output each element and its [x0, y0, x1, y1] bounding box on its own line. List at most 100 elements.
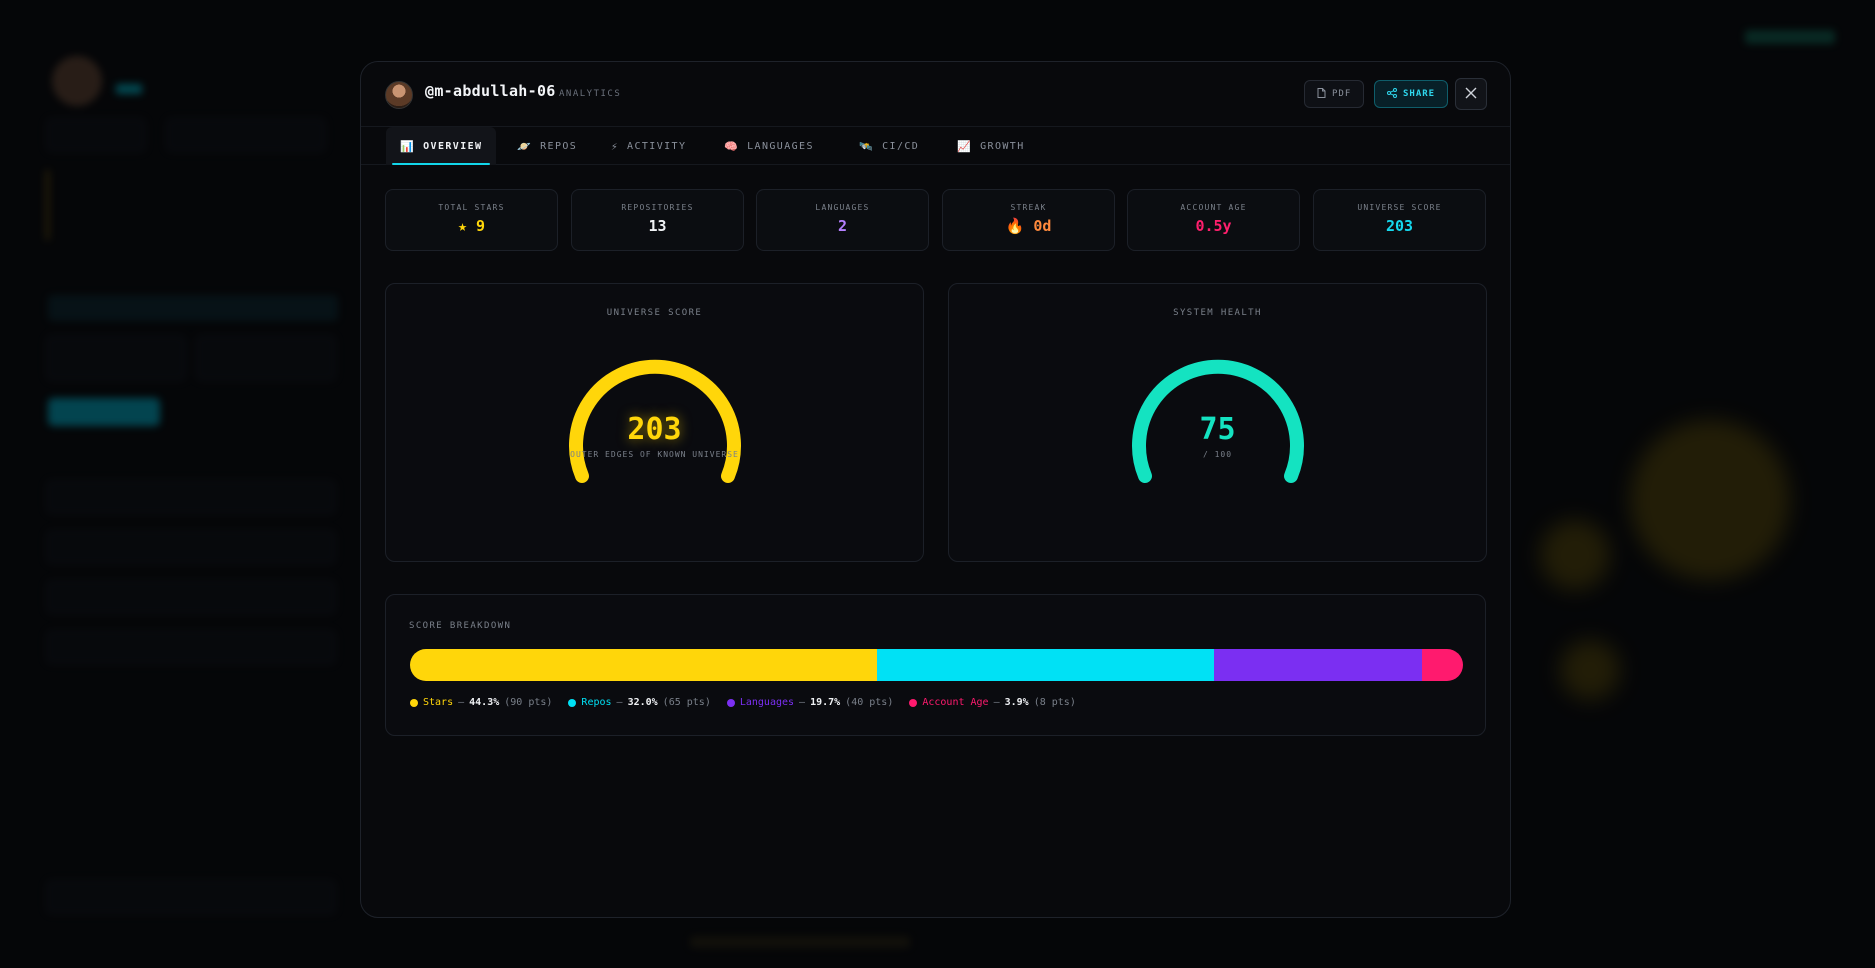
- breakdown-bar: [410, 649, 1463, 681]
- legend-name: Stars: [423, 697, 454, 708]
- tab-overview[interactable]: 📊 OVERVIEW: [386, 127, 497, 165]
- legend-dot: [410, 698, 418, 707]
- stat-value: 13: [648, 217, 667, 235]
- legend-points: (90 pts): [504, 697, 553, 708]
- stat-value: 203: [1385, 217, 1414, 235]
- tab-label: CI/CD: [882, 140, 920, 152]
- system-health-panel: SYSTEM HEALTH 75 / 100: [948, 283, 1487, 562]
- background-block: [46, 118, 146, 152]
- breakdown-segment-languages: [1214, 649, 1422, 681]
- stat-total-stars: TOTAL STARS ★ 9: [385, 189, 558, 251]
- legend-dot: [568, 698, 577, 707]
- tab-growth[interactable]: 📈 GROWTH: [943, 127, 1039, 165]
- legend-points: (8 pts): [1033, 697, 1076, 708]
- background-block: [46, 580, 336, 614]
- satellite-icon: 🛰️: [859, 139, 875, 153]
- tab-repos[interactable]: 🪐 REPOS: [503, 127, 591, 165]
- tab-label: ACTIVITY: [627, 140, 687, 152]
- stat-label: ACCOUNT AGE: [1180, 203, 1247, 212]
- stat-languages: LANGUAGES 2: [756, 189, 929, 251]
- brain-icon: 🧠: [724, 139, 740, 153]
- background-block: [46, 530, 336, 564]
- stat-account-age: ACCOUNT AGE 0.5y: [1127, 189, 1300, 251]
- close-icon: [1465, 85, 1477, 103]
- tab-bar: 📊 OVERVIEW 🪐 REPOS ⚡ ACTIVITY 🧠 LANGUAGE…: [361, 127, 1510, 165]
- lightning-icon: ⚡: [611, 139, 620, 153]
- pdf-button-label: PDF: [1332, 89, 1352, 99]
- background-quote: [46, 170, 336, 240]
- stat-value: 🔥 0d: [1005, 217, 1052, 235]
- breakdown-segment-repos: [876, 649, 1215, 681]
- universe-score-panel: UNIVERSE SCORE 203 OUTER EDGES OF KNOWN …: [385, 283, 924, 562]
- tab-label: GROWTH: [980, 140, 1025, 152]
- legend-item-repos: Repos — 32.0% (65 pts): [568, 697, 711, 708]
- background-block: [166, 118, 326, 152]
- document-icon: [1317, 87, 1326, 101]
- tab-cicd[interactable]: 🛰️ CI/CD: [845, 127, 933, 165]
- planet-icon: 🪐: [517, 139, 533, 153]
- legend-name: Repos: [581, 697, 612, 708]
- legend-item-languages: Languages — 19.7% (40 pts): [726, 697, 894, 708]
- legend-dot: [909, 698, 918, 707]
- legend-percent: 44.3%: [469, 697, 500, 708]
- legend-item-stars: Stars — 44.3% (90 pts): [410, 697, 552, 708]
- legend-dot: [726, 698, 735, 707]
- share-button[interactable]: SHARE: [1374, 80, 1449, 108]
- profile-handle: @m-abdullah-06: [425, 82, 556, 100]
- legend-points: (40 pts): [845, 697, 894, 708]
- universe-score-subtitle: OUTER EDGES OF KNOWN UNIVERSE: [570, 450, 739, 459]
- breakdown-segment-account-age: [1421, 649, 1463, 681]
- legend-percent: 3.9%: [1004, 697, 1029, 708]
- legend-dash: —: [616, 697, 623, 708]
- stat-repositories: REPOSITORIES 13: [571, 189, 744, 251]
- breakdown-segment-stars: [410, 649, 877, 681]
- legend-dash: —: [458, 697, 465, 708]
- background-avatar: [52, 56, 102, 106]
- stat-streak: STREAK 🔥 0d: [942, 189, 1115, 251]
- tab-languages[interactable]: 🧠 LANGUAGES: [710, 127, 828, 165]
- background-block: [46, 630, 336, 664]
- stat-label: TOTAL STARS: [438, 203, 505, 212]
- background-planet: [1540, 520, 1610, 590]
- tab-activity[interactable]: ⚡ ACTIVITY: [597, 127, 700, 165]
- modal-header: @m-abdullah-06 ANALYTICS PDF SHARE: [361, 62, 1510, 127]
- trend-up-icon: 📈: [957, 139, 973, 153]
- share-button-label: SHARE: [1403, 89, 1436, 99]
- background-tag: [116, 84, 142, 94]
- system-health-value: 75: [1199, 412, 1236, 447]
- legend-item-account-age: Account Age — 3.9% (8 pts): [909, 697, 1076, 708]
- close-button[interactable]: [1455, 78, 1487, 110]
- background-bar: [48, 295, 338, 321]
- background-block: [46, 335, 186, 381]
- stat-value: 0.5y: [1195, 217, 1232, 235]
- background-sidebar: [30, 40, 340, 940]
- breakdown-title: SCORE BREAKDOWN: [409, 621, 512, 631]
- universe-score-gauge: [569, 359, 741, 483]
- background-planet: [1630, 420, 1790, 580]
- system-health-subtitle: / 100: [1202, 450, 1233, 459]
- analytics-modal: @m-abdullah-06 ANALYTICS PDF SHARE 📊 OVE…: [360, 61, 1511, 918]
- tab-label: LANGUAGES: [747, 140, 814, 152]
- legend-dash: —: [993, 697, 1000, 708]
- panel-title: SYSTEM HEALTH: [1173, 308, 1262, 318]
- stat-label: REPOSITORIES: [621, 203, 694, 212]
- tab-label: REPOS: [540, 140, 578, 152]
- pdf-button[interactable]: PDF: [1304, 80, 1365, 108]
- stat-label: UNIVERSE SCORE: [1357, 203, 1442, 212]
- universe-score-value: 203: [627, 412, 682, 447]
- background-block: [46, 480, 336, 514]
- stat-label: STREAK: [1010, 203, 1047, 212]
- gauge-arc: [569, 359, 741, 483]
- system-health-gauge: [1132, 359, 1304, 483]
- background-status: [1745, 30, 1835, 44]
- stat-label: LANGUAGES: [815, 203, 870, 212]
- bar-chart-icon: 📊: [400, 139, 416, 153]
- background-button: [48, 398, 160, 426]
- legend-percent: 19.7%: [810, 697, 841, 708]
- background-footer: [690, 936, 910, 948]
- tab-label: OVERVIEW: [423, 140, 483, 152]
- background-block: [46, 880, 336, 914]
- stat-value: 2: [837, 217, 848, 235]
- background-block: [196, 335, 336, 381]
